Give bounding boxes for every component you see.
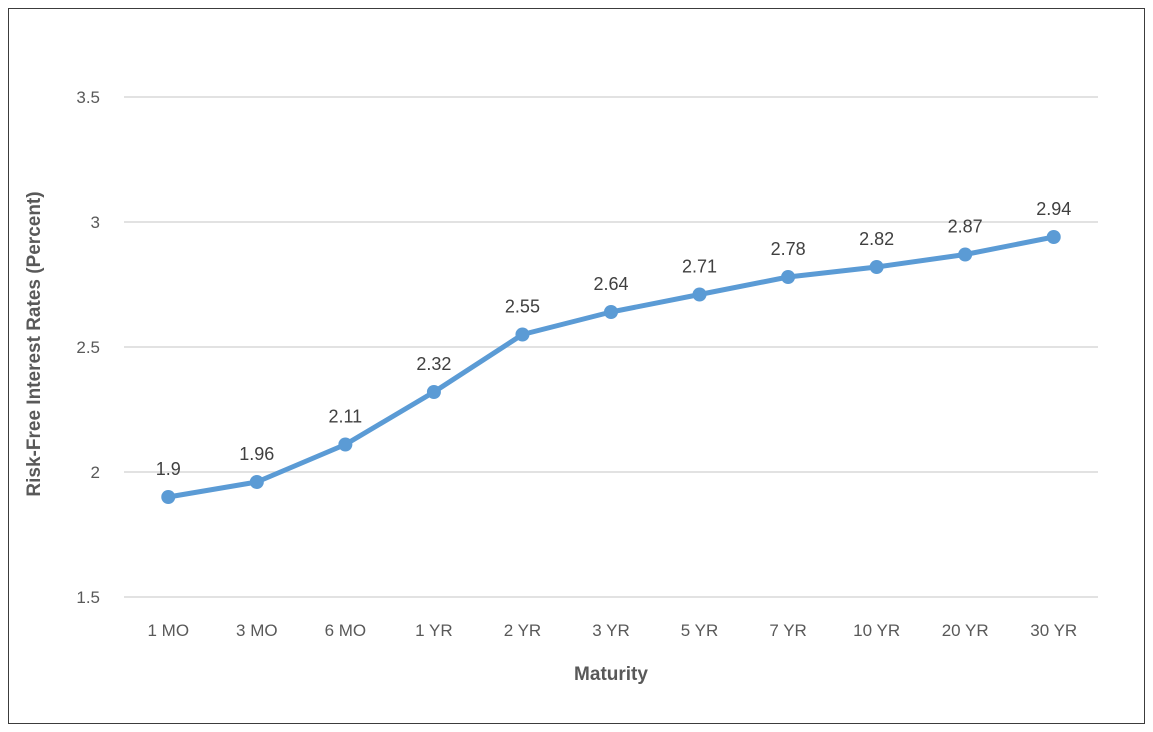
data-label: 2.94 [1036,199,1071,219]
x-tick-label: 30 YR [1030,621,1077,640]
data-label: 2.78 [771,239,806,259]
data-point [1046,230,1061,244]
data-label: 2.55 [505,297,540,317]
data-label: 2.32 [416,354,451,374]
x-tick-label: 3 MO [236,621,278,640]
data-label: 2.11 [329,407,363,427]
y-axis-ticks: 1.5 2 2.5 3 3.5 [76,88,100,607]
chart-frame [8,8,1145,724]
data-point [338,437,353,452]
data-point [692,287,707,302]
y-tick-label: 3 [91,213,100,232]
data-point [426,385,441,399]
data-point [604,305,618,319]
data-label: 2.71 [682,257,717,277]
data-point [958,247,973,262]
data-point [161,490,176,504]
y-tick-label: 1.5 [76,588,100,607]
x-tick-label: 10 YR [853,621,900,640]
data-points [161,230,1061,504]
data-point [781,270,796,284]
x-tick-label: 3 YR [592,621,630,640]
data-label: 2.82 [859,229,894,249]
x-tick-label: 1 MO [147,621,189,640]
y-tick-label: 2 [91,463,100,482]
data-label: 2.64 [593,274,628,294]
data-label: 1.9 [156,459,181,479]
y-axis-title: Risk-Free Interest Rates (Percent) [24,191,45,496]
data-point [249,475,264,489]
data-labels: 1.9 1.96 2.11 2.32 2.55 2.64 2.71 2.78 2.82 2.87 2… [156,199,1071,479]
x-tick-label: 7 YR [769,621,807,640]
x-tick-label: 2 YR [504,621,542,640]
y-tick-label: 2.5 [76,338,100,357]
data-point [869,260,884,274]
x-tick-label: 1 YR [415,621,453,640]
x-axis-ticks: 1 MO 3 MO 6 MO 1 YR 2 YR 3 YR 5 YR 7 YR 10 YR 20 … [147,621,1077,640]
x-axis-title: Maturity [574,664,648,685]
gridlines [124,96,1098,598]
y-tick-label: 3.5 [76,88,100,107]
data-label: 2.87 [948,217,983,237]
data-label: 1.96 [239,444,274,464]
x-tick-label: 6 MO [325,621,367,640]
x-tick-label: 5 YR [681,621,719,640]
x-tick-label: 20 YR [942,621,989,640]
data-point [515,327,530,342]
